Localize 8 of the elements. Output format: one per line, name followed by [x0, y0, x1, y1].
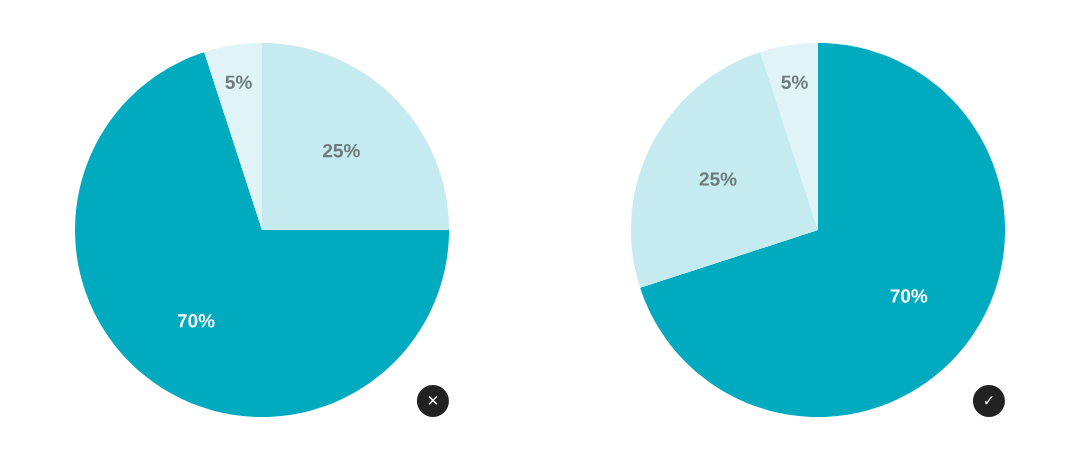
data-label: 5%	[781, 75, 808, 89]
data-label: 5%	[225, 75, 252, 89]
data-label: 25%	[322, 143, 360, 158]
data-label: 25%	[699, 172, 737, 186]
data-label: 70%	[177, 314, 215, 328]
data-label: 70%	[890, 289, 928, 303]
text: ✓	[984, 396, 993, 405]
text: ✕	[428, 396, 438, 405]
